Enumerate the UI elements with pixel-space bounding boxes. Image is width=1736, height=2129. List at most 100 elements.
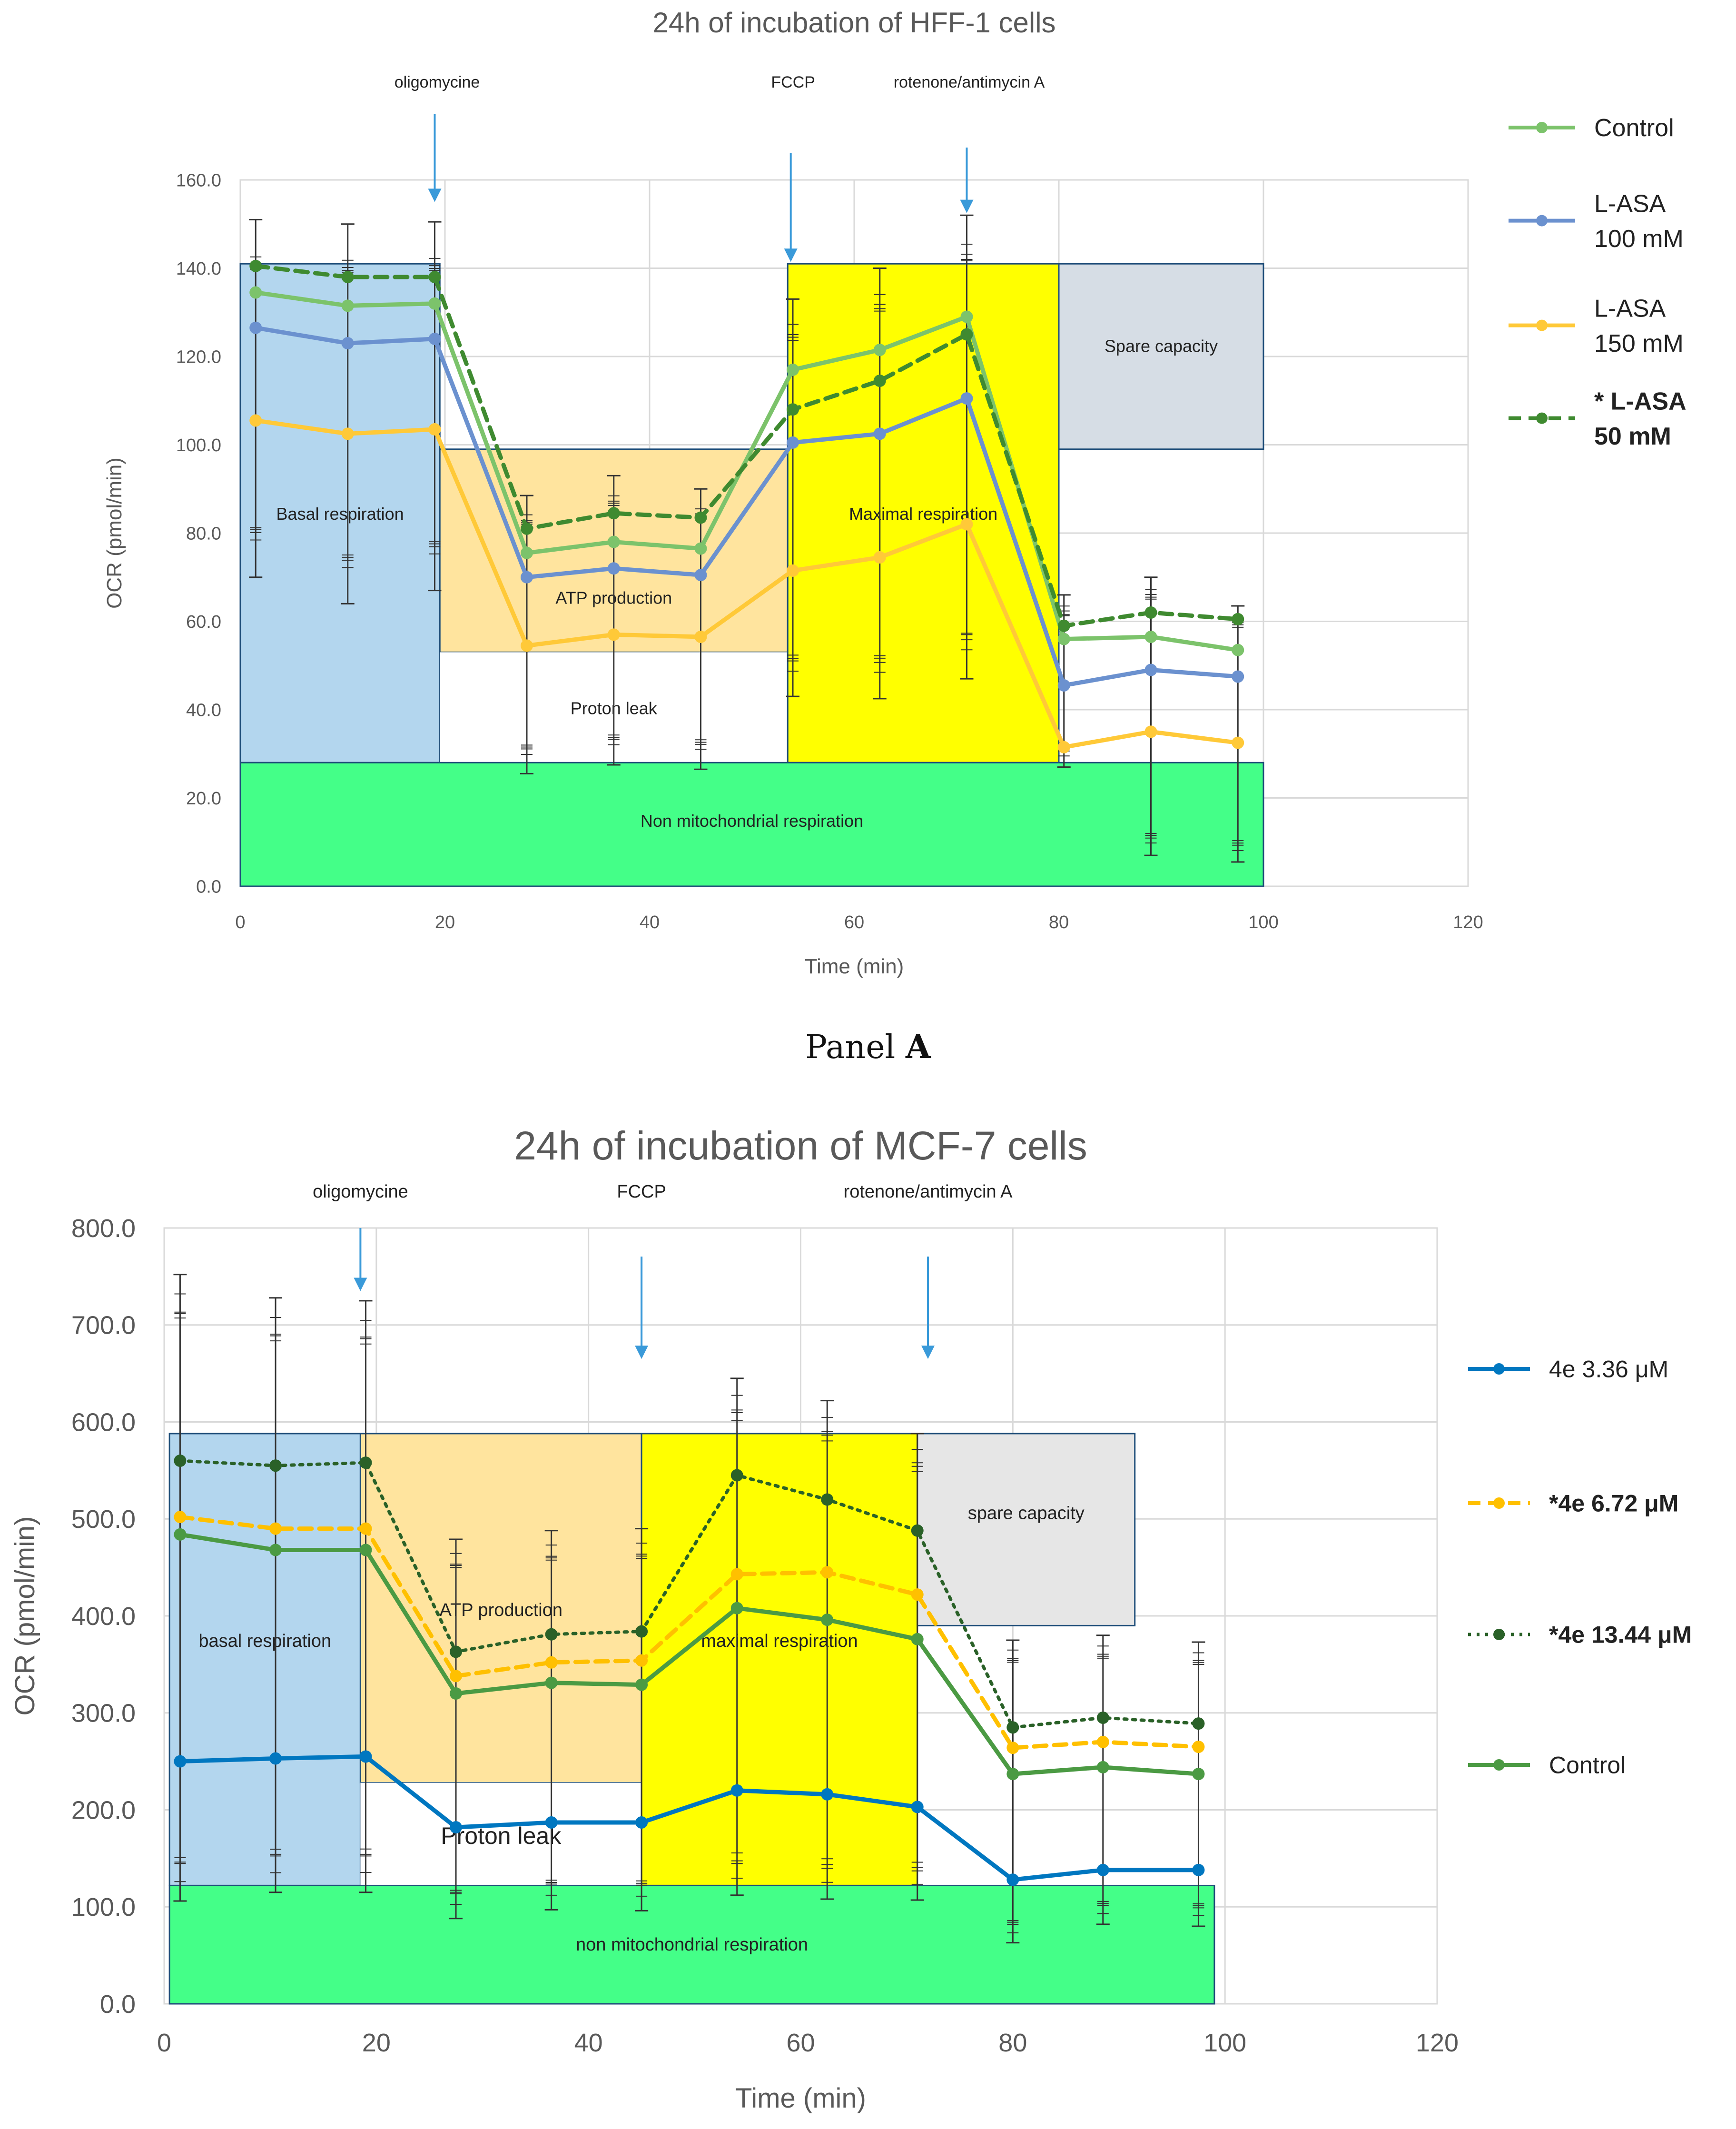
series-l-asa-150-mm-point (694, 630, 707, 643)
series-4e-3-36-m-point (545, 1816, 558, 1829)
series-control-line (178, 1532, 1201, 1776)
legend-4e-6-72-m-swatch-marker (1493, 1497, 1505, 1509)
series-4e-13-44-m-point (1006, 1721, 1019, 1734)
y-tick-label: 140.0 (176, 259, 221, 279)
y-tick-label: 300.0 (71, 1699, 136, 1728)
y-tick-label: 200.0 (71, 1796, 136, 1824)
series-control-point (1006, 1768, 1019, 1781)
y-tick-label: 40.0 (186, 700, 221, 720)
y-axis-label: OCR (pmol/min) (103, 457, 126, 609)
series-control-point (545, 1676, 558, 1689)
series-control-point (787, 363, 799, 376)
series-4e-6-72-m-point (635, 1654, 648, 1667)
x-tick-label: 100 (1203, 2029, 1246, 2057)
region-label: spare capacity (968, 1503, 1085, 1523)
region-non-mitochondrial-respiration (239, 762, 1264, 887)
series-l-asa-50-mm-point (607, 507, 620, 520)
x-tick-label: 120 (1416, 2029, 1459, 2057)
legend-l-asa-100-mm-label: 100 mM (1594, 225, 1684, 253)
series-l-asa-150-mm-point (249, 414, 262, 427)
series-l-asa-150-mm-point (1232, 736, 1244, 749)
series-l-asa-50-mm-point (1144, 606, 1157, 619)
series-l-asa-100-mm-line (253, 326, 1240, 688)
series-4e-13-44-m-point (730, 1469, 743, 1482)
series-control-point (635, 1678, 648, 1691)
x-tick-label: 60 (786, 2029, 815, 2057)
legend-control-label: Control (1594, 114, 1674, 142)
x-tick-label: 80 (1049, 912, 1069, 932)
series-l-asa-100-mm-point (1232, 670, 1244, 683)
series-control-point (174, 1528, 187, 1541)
legend-4e-13-44-m-swatch-marker (1493, 1629, 1505, 1640)
series-4e-3-36-m-point (269, 1752, 282, 1765)
region-label: maximal respiration (701, 1631, 858, 1651)
y-tick-label: 100.0 (71, 1893, 136, 1921)
series-control-line (253, 290, 1240, 653)
series-4e-3-36-m-point (359, 1750, 372, 1763)
series-l-asa-50-mm-point (1232, 613, 1244, 625)
region-label: ATP production (440, 1600, 562, 1620)
caption-letter: A (905, 1028, 931, 1066)
series-l-asa-100-mm-point (1057, 679, 1070, 692)
series-4e-13-44-m-point (635, 1625, 648, 1638)
injection-label: rotenone/antimycin A (844, 1182, 1013, 1202)
series-4e-3-36-m-point (450, 1821, 463, 1834)
series-4e-3-36-m-point (821, 1788, 834, 1801)
region-label: non mitochondrial respiration (576, 1935, 808, 1955)
legend-l-asa-150-mm-label: L-ASA (1594, 295, 1666, 322)
region-atp-production (359, 1433, 642, 1783)
x-tick-label: 20 (362, 2029, 391, 2057)
legend-l-asa-50-mm-label: * L-ASA (1594, 387, 1687, 415)
legend-4e-13-44-m-label: *4e 13.44 μM (1549, 1622, 1692, 1648)
series-4e-6-72-m-point (1096, 1735, 1109, 1748)
series-l-asa-50-mm-point (873, 375, 886, 387)
legend-l-asa-50-mm-label: 50 mM (1594, 423, 1671, 450)
injection-arrow-head (960, 199, 974, 213)
series-4e-6-72-m-point (359, 1522, 372, 1535)
series-control-point (821, 1614, 834, 1626)
legend-l-asa-150-mm-label: 150 mM (1594, 330, 1684, 357)
region-maximal-respiration (787, 263, 1060, 763)
y-axis-label: OCR (pmol/min) (10, 1516, 40, 1716)
series-control-point (269, 1544, 282, 1556)
series-l-asa-100-mm-point (787, 436, 799, 449)
region-label: basal respiration (198, 1631, 331, 1651)
legend-4e-6-72-m-label: *4e 6.72 μM (1549, 1490, 1678, 1517)
series-l-asa-50-mm-point (960, 328, 973, 341)
series-4e-13-44-m-point (359, 1456, 372, 1469)
series-l-asa-150-mm-line (253, 418, 1240, 750)
series-4e-3-36-m-point (1192, 1863, 1205, 1876)
panel-a-caption: Panel A (0, 1019, 1736, 1076)
region-label: Basal respiration (276, 504, 404, 524)
series-control-point (249, 286, 262, 299)
x-tick-label: 80 (998, 2029, 1027, 2057)
series-l-asa-100-mm-point (873, 427, 886, 440)
series-l-asa-150-mm-point (873, 551, 886, 564)
region-label: Non mitochondrial respiration (641, 811, 863, 831)
series-4e-13-44-m-point (821, 1493, 834, 1506)
series-4e-13-44-m-point (269, 1459, 282, 1472)
legend-l-asa-150-mm-swatch-marker (1536, 319, 1548, 331)
series-l-asa-50-mm-point (428, 271, 441, 284)
series-4e-13-44-m-point (450, 1645, 463, 1658)
series-l-asa-150-mm-point (607, 628, 620, 641)
injection-label: oligomycine (395, 73, 480, 91)
legend-control-swatch-marker (1536, 122, 1548, 133)
series-l-asa-150-mm-point (521, 639, 533, 652)
series-control-point (359, 1544, 372, 1556)
x-tick-label: 20 (435, 912, 455, 932)
legend-l-asa-100-mm-swatch-marker (1536, 215, 1548, 227)
injection-arrow-head (635, 1346, 649, 1359)
series-4e-6-72-m-point (450, 1670, 463, 1683)
legend-4e-3-36-m-label: 4e 3.36 μM (1549, 1356, 1668, 1383)
series-control-point (1192, 1768, 1205, 1781)
series-4e-13-44-m-point (1096, 1711, 1109, 1724)
injection-label: FCCP (771, 73, 815, 91)
series-l-asa-100-mm-point (960, 392, 973, 405)
injection-arrow-head (428, 188, 442, 202)
legend-4e-3-36-m-swatch-marker (1493, 1363, 1505, 1375)
region-non-mitochondrial-respiration (168, 1884, 1215, 2005)
y-tick-label: 400.0 (71, 1602, 136, 1631)
injection-arrow-head (921, 1346, 935, 1359)
